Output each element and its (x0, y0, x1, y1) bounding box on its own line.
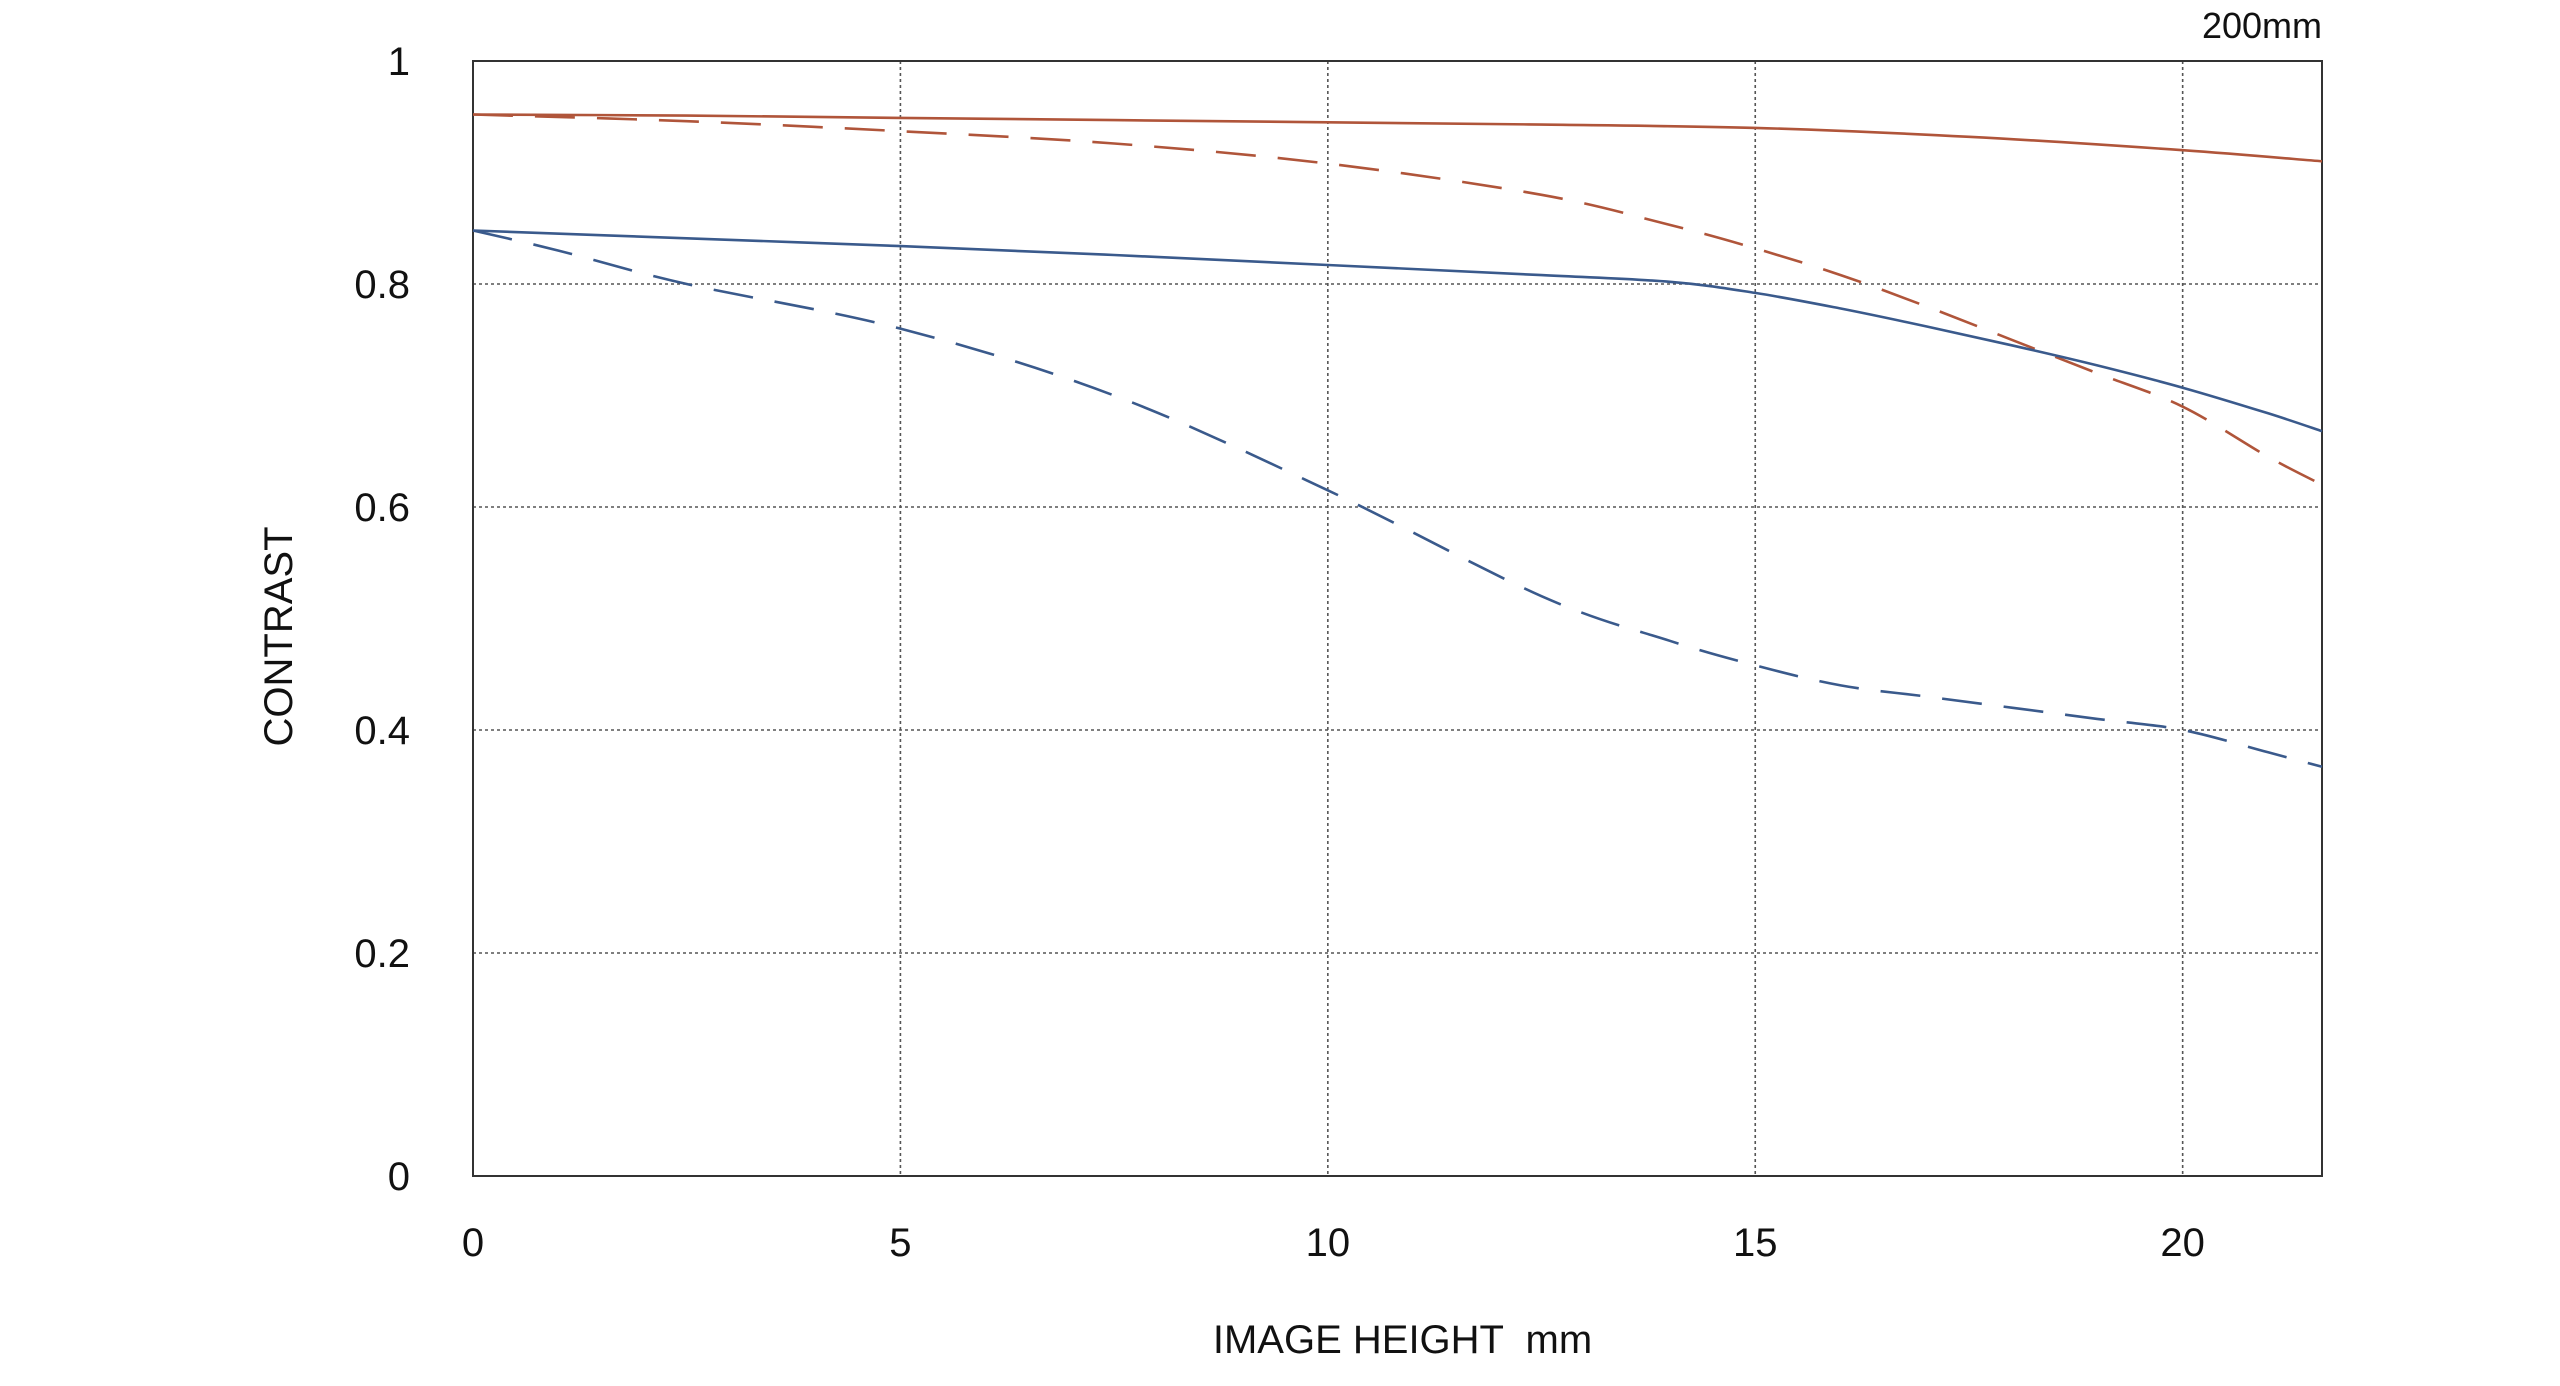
y-tick-label-3: 0.6 (354, 486, 410, 530)
x-tick-label-2: 10 (1306, 1221, 1351, 1265)
x-tick-label-3: 15 (1733, 1221, 1778, 1265)
series-layer (472, 113, 2323, 769)
series-line-2-solid (472, 229, 2323, 433)
x-tick-label-1: 5 (889, 1221, 911, 1265)
y-tick-label-0: 0 (388, 1155, 410, 1199)
x-tick-label-4: 20 (2160, 1221, 2205, 1265)
y-tick-label-1: 0.2 (354, 932, 410, 976)
grid-layer (473, 61, 2322, 1176)
y-tick-label-2: 0.4 (354, 709, 410, 753)
y-axis-title: CONTRAST (257, 527, 301, 747)
x-tick-label-0: 0 (462, 1221, 484, 1265)
plot-frame (472, 60, 2323, 1177)
x-axis-title: IMAGE HEIGHT mm (1213, 1318, 1592, 1362)
series-line-3-dashed (472, 229, 2323, 769)
series-line-1-dashed (472, 113, 2323, 486)
y-tick-label-4: 0.8 (354, 263, 410, 307)
tick-label-layer: 0 5 10 15 20 0 0.2 0.4 0.6 0.8 1 (354, 40, 2205, 1265)
y-tick-label-5: 1 (388, 40, 410, 84)
series-line-0-solid (472, 113, 2323, 163)
focal-length-label: 200mm (2202, 5, 2322, 46)
